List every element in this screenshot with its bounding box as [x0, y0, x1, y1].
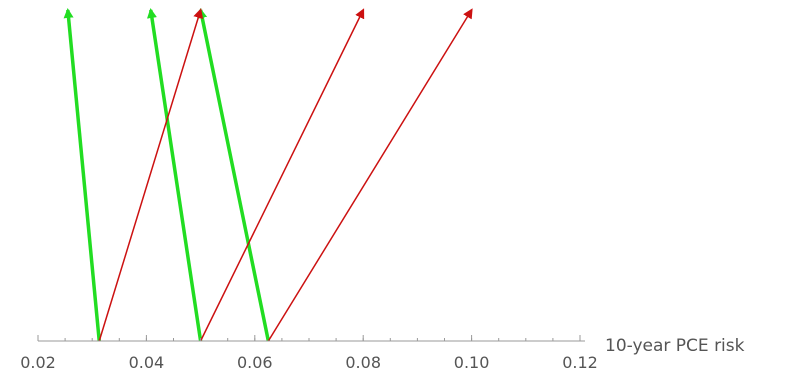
- green-arrow: [63, 8, 101, 342]
- x-tick-label: 0.08: [345, 353, 381, 372]
- green-arrow: [197, 8, 271, 342]
- arrows-layer: [63, 8, 473, 342]
- red-arrow: [199, 8, 365, 342]
- red-arrow: [267, 8, 473, 342]
- x-tick-label: 0.04: [129, 353, 165, 372]
- red-arrow: [98, 8, 204, 342]
- x-tick-label: 0.02: [20, 353, 56, 372]
- x-tick-label: 0.12: [562, 353, 598, 372]
- x-tick-label: 0.10: [454, 353, 490, 372]
- green-arrow: [146, 8, 203, 342]
- x-axis-label: 10-year PCE risk: [605, 336, 745, 356]
- x-axis: 0.02 0.04 0.06 0.08 0.10 0.12 10-year PCE risk: [20, 335, 745, 372]
- x-tick-label: 0.06: [237, 353, 273, 372]
